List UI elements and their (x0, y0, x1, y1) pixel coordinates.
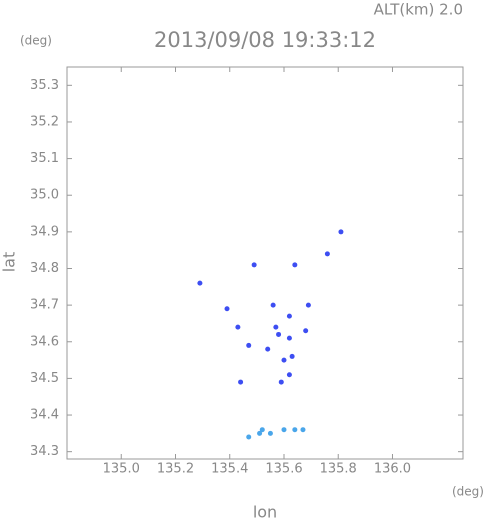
x-unit: (deg) (452, 485, 484, 499)
echo-point (286, 335, 292, 341)
echo-point (300, 427, 306, 433)
y-tick-label: 34.8 (30, 261, 59, 276)
echo-point (281, 357, 287, 363)
echo-point (281, 427, 287, 433)
x-tick-label: 135.0 (103, 462, 140, 477)
echo-point (324, 251, 330, 257)
x-tick-label: 136.0 (374, 462, 411, 477)
echo-point (238, 379, 244, 385)
echo-point (278, 379, 284, 385)
echo-point (292, 427, 298, 433)
echo-point (257, 430, 263, 436)
echo-point (292, 262, 298, 268)
y-tick-label: 34.4 (30, 408, 59, 423)
y-tick-label: 34.7 (30, 298, 59, 313)
echo-point (286, 313, 292, 319)
plot-frame (66, 66, 464, 460)
y-tick-label: 34.3 (30, 444, 59, 459)
echo-point (286, 372, 292, 378)
echo-point (224, 306, 230, 312)
y-tick-label: 35.0 (30, 188, 59, 203)
echo-point (259, 427, 265, 433)
x-tick-label: 135.8 (320, 462, 357, 477)
echo-point (289, 353, 295, 359)
x-tick-label: 135.2 (157, 462, 194, 477)
echo-point (338, 229, 344, 235)
echo-point (251, 262, 257, 268)
chart-title: 2013/09/08 19:33:12 (154, 28, 376, 52)
y-tick-label: 34.6 (30, 334, 59, 349)
altitude-label: ALT(km) 2.0 (374, 1, 463, 19)
echo-point (246, 434, 252, 440)
echo-point (270, 302, 276, 308)
echo-point (276, 331, 282, 337)
y-tick-label: 34.5 (30, 371, 59, 386)
y-tick-label: 34.9 (30, 224, 59, 239)
echo-point (267, 430, 273, 436)
echo-point (303, 328, 309, 334)
y-tick-label: 35.2 (30, 114, 59, 129)
echo-point (246, 342, 252, 348)
y-axis-label: lat (0, 252, 19, 273)
y-tick-label: 35.3 (30, 78, 59, 93)
echo-point (197, 280, 203, 286)
echo-point (273, 324, 279, 330)
echo-point (305, 302, 311, 308)
x-axis-label: lon (253, 503, 277, 521)
echo-point (265, 346, 271, 352)
y-tick-label: 35.1 (30, 151, 59, 166)
x-tick-label: 135.6 (265, 462, 302, 477)
echo-point (235, 324, 241, 330)
y-unit: (deg) (20, 34, 52, 48)
x-tick-label: 135.4 (211, 462, 248, 477)
